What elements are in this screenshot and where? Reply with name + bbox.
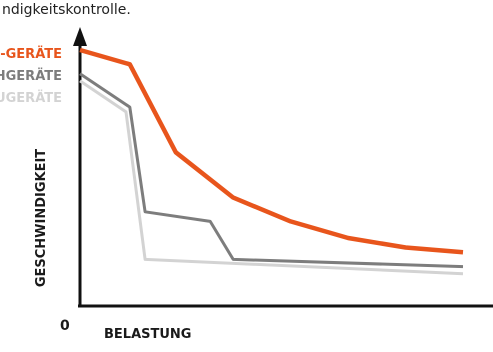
legend-label-2: HGERÄTE <box>0 68 62 84</box>
y-axis-arrow <box>73 27 87 46</box>
caption-text: ndigkeitskontrolle. <box>2 2 131 18</box>
series-line-2 <box>79 72 464 269</box>
series-line-3 <box>79 79 464 276</box>
origin-label: 0 <box>60 318 70 334</box>
legend: -GERÄTE HGERÄTE UGERÄTE <box>0 46 62 106</box>
legend-label-1: -GERÄTE <box>0 46 62 62</box>
series-line-1 <box>79 47 464 255</box>
series-layer <box>79 47 464 276</box>
y-axis-label: GESCHWINDIGKEIT <box>34 149 49 287</box>
legend-label-3: UGERÄTE <box>0 90 62 106</box>
x-axis-label: BELASTUNG <box>104 327 191 342</box>
